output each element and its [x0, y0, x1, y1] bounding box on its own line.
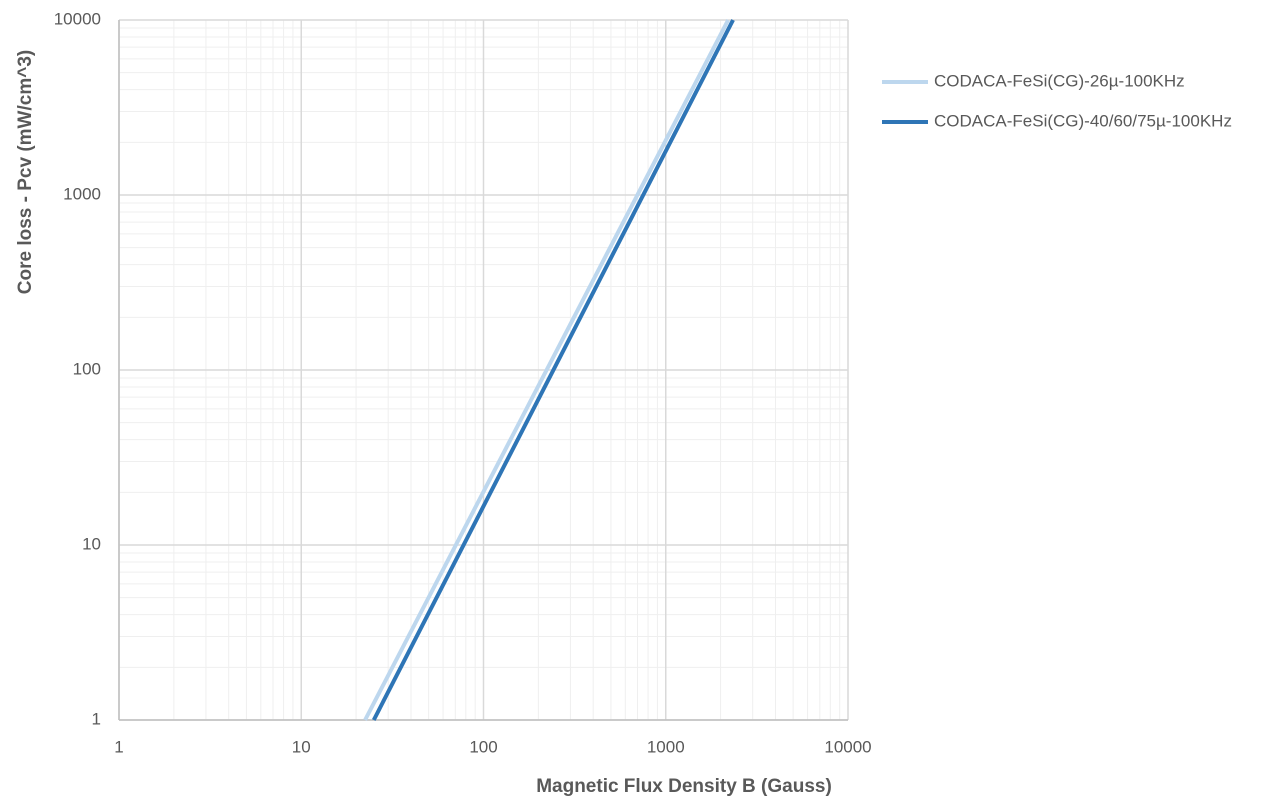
x-tick-label: 1000 — [647, 737, 685, 756]
x-tick-label: 100 — [469, 737, 497, 756]
y-axis-title: Core loss - Pcv (mW/cm^3) — [15, 50, 36, 294]
x-tick-label: 10000 — [824, 737, 871, 756]
x-tick-label: 10 — [292, 737, 311, 756]
series-line — [363, 19, 730, 721]
legend-label: CODACA-FeSi(CG)-26µ-100KHz — [934, 71, 1185, 90]
y-tick-label: 10 — [82, 534, 101, 553]
y-tick-label: 100 — [73, 359, 101, 378]
y-tick-label: 1000 — [63, 184, 101, 203]
legend-label: CODACA-FeSi(CG)-40/60/75µ-100KHz — [934, 111, 1232, 130]
y-tick-label: 10000 — [54, 9, 101, 28]
x-tick-label: 1 — [114, 737, 123, 756]
y-tick-label: 1 — [92, 709, 101, 728]
x-axis-title: Magnetic Flux Density B (Gauss) — [536, 776, 832, 797]
series-line — [371, 19, 735, 721]
